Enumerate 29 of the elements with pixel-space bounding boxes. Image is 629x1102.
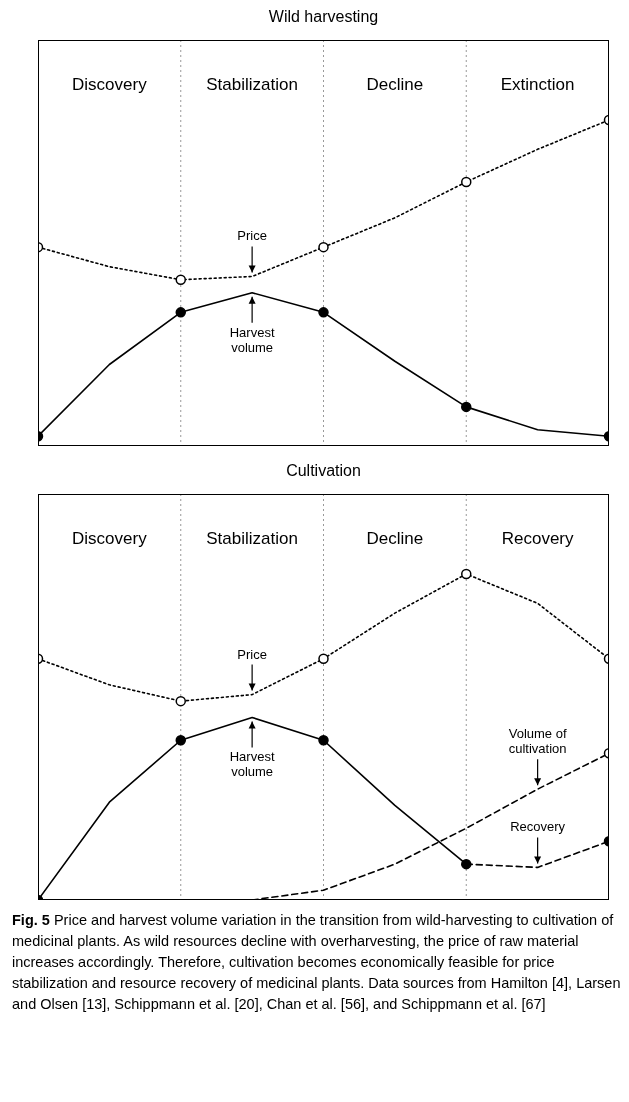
point: [318, 241, 329, 253]
point: [461, 401, 472, 413]
chart-title: Cultivation: [285, 462, 362, 481]
x-tick-label: Stabilization: [206, 75, 298, 95]
x-tick-label: Recovery: [501, 529, 575, 549]
x-tick-label: Discovery: [72, 75, 148, 95]
point: [175, 735, 186, 746]
point: [318, 735, 329, 746]
annotation: Harvest volume: [229, 749, 275, 780]
x-tick-label: Decline: [366, 75, 424, 95]
point: [175, 307, 186, 318]
annotation: Price: [237, 646, 267, 662]
point: [318, 307, 329, 318]
x-tick-label: Stabilization: [206, 529, 298, 549]
point: [175, 274, 186, 285]
caption: Fig. 5 Price and harvest volume variation in the transition from wild-harvesting to cultivation of medicinal plants. As wild resources decline with overharvesting, the price of raw material increases accordingly. Therefore, cultivation becomes economically feasible for price stabilization and resource recovery of medicinal plants. Data sources from Hamilton [4], Larsen and Olsen [13], Schippmann et al. [20], Chan et al. [56], and Schippmann et al. [67]: [12, 911, 621, 1014]
x-tick-label: Decline: [366, 529, 424, 549]
point: [461, 568, 472, 580]
point: [461, 858, 472, 870]
x-tick-label: Discovery: [72, 529, 148, 549]
annotation: Harvest volume: [229, 324, 275, 355]
x-tick-label: Extinction: [500, 75, 575, 95]
point: [318, 653, 329, 665]
point: [461, 176, 472, 188]
point: [175, 695, 186, 707]
chart-title: Wild harvesting: [267, 8, 380, 27]
annotation: Recovery: [510, 819, 566, 835]
annotation: Price: [237, 228, 267, 244]
annotation: Volume of cultivation: [508, 726, 567, 757]
